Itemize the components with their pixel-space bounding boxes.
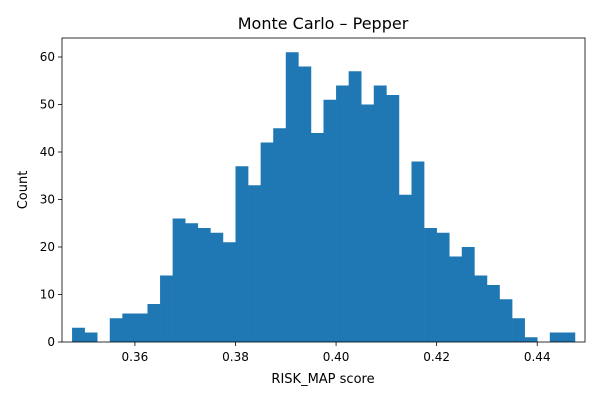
bars-layer: [72, 52, 576, 342]
y-tick-label: 0: [47, 335, 55, 349]
histogram-bar: [398, 194, 412, 342]
histogram-bar: [524, 337, 538, 342]
histogram-bar: [562, 332, 576, 342]
histogram-bar: [160, 275, 173, 342]
histogram-bar: [134, 313, 148, 342]
histogram-bar: [197, 228, 211, 342]
histogram-bar: [248, 185, 261, 342]
histogram-bar: [84, 332, 98, 342]
histogram-bar: [298, 66, 312, 342]
x-tick-label: 0.40: [323, 350, 350, 364]
histogram-bar: [72, 327, 85, 342]
y-tick-label: 10: [40, 288, 55, 302]
histogram-bar: [310, 133, 324, 342]
histogram-bar: [461, 247, 475, 342]
histogram-bar: [386, 95, 400, 342]
y-axis-ticks: 0 10 20 30 40 50 60: [40, 50, 62, 349]
y-axis-label: Count: [16, 171, 31, 210]
histogram-bar: [373, 85, 387, 342]
histogram-bar: [122, 313, 136, 342]
histogram-bar: [411, 161, 425, 342]
x-tick-label: 0.38: [222, 350, 249, 364]
histogram-bar: [285, 52, 299, 342]
histogram-bar: [260, 142, 274, 342]
x-axis-ticks: 0.36 0.38 0.40 0.42 0.44: [122, 342, 551, 364]
histogram-bar: [185, 223, 199, 342]
plot-frame: [61, 37, 586, 343]
y-tick-label: 30: [40, 193, 55, 207]
histogram-bar: [147, 304, 161, 342]
histogram-bar: [549, 332, 563, 342]
x-tick-label: 0.36: [122, 350, 149, 364]
histogram-bar: [512, 318, 525, 342]
histogram-bar: [172, 218, 186, 342]
x-tick-label: 0.44: [524, 350, 551, 364]
chart-title: Monte Carlo – Pepper: [238, 14, 409, 33]
histogram-bar: [210, 232, 224, 342]
histogram-bar: [499, 299, 513, 342]
x-axis-label: RISK_MAP score: [271, 372, 374, 387]
histogram-bar: [323, 99, 337, 342]
x-tick-label: 0.42: [423, 350, 450, 364]
histogram-bar: [361, 104, 375, 342]
y-tick-label: 60: [40, 50, 55, 64]
histogram-bar: [474, 275, 488, 342]
histogram-bar: [235, 166, 249, 342]
y-tick-label: 50: [40, 98, 55, 112]
histogram-bar: [449, 256, 463, 342]
y-tick-label: 20: [40, 240, 55, 254]
y-tick-label: 40: [40, 145, 55, 159]
histogram-bar: [222, 242, 236, 342]
histogram-bar: [424, 228, 437, 342]
histogram-bar: [436, 232, 450, 342]
histogram-bar: [348, 71, 362, 342]
histogram-bar: [486, 285, 500, 342]
histogram-bar: [336, 85, 349, 342]
histogram-bar: [273, 128, 287, 342]
histogram-bar: [109, 318, 123, 342]
